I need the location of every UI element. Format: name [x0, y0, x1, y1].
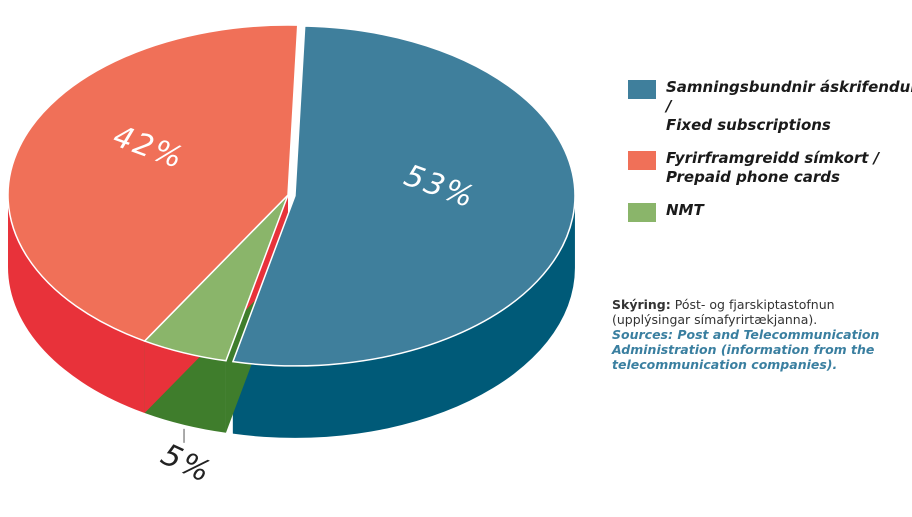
slice-side — [232, 195, 575, 438]
legend-swatch — [628, 203, 656, 222]
legend-label: Fyrirframgreidd símkort / Prepaid phone … — [666, 149, 880, 186]
slice-top — [7, 24, 299, 342]
source-note: Skýring: Póst- og fjarskiptastofnun (upp… — [612, 297, 897, 372]
legend-swatch — [628, 151, 656, 170]
note-text: Póst- og fjarskiptastofnun (upplýsingar … — [612, 297, 835, 327]
note-label: Skýring: — [612, 297, 671, 312]
slice-side — [8, 195, 145, 414]
value-label: 5% — [156, 437, 218, 491]
legend-label: NMT — [666, 201, 704, 219]
source: Sources: Post and Telecommunication Admi… — [612, 327, 880, 372]
legend-swatch — [628, 80, 656, 99]
legend-label: Samningsbundnir áskrifendur / Fixed subs… — [666, 78, 912, 134]
legend-item: Fyrirframgreidd símkort / Prepaid phone … — [628, 149, 912, 187]
legend-item: Samningsbundnir áskrifendur / Fixed subs… — [628, 78, 912, 135]
legend-item: NMT — [628, 201, 912, 222]
slice-top — [231, 25, 576, 367]
legend: Samningsbundnir áskrifendur / Fixed subs… — [628, 78, 912, 234]
